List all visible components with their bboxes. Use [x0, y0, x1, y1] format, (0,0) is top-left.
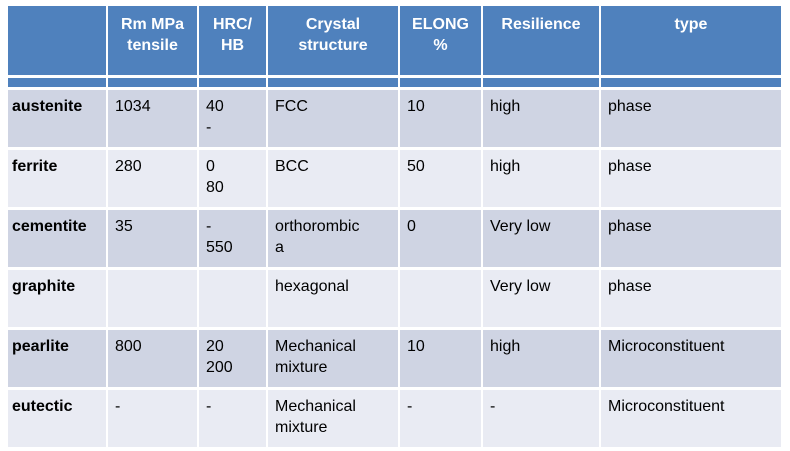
- cell-elong: [400, 270, 481, 327]
- row-header: cementite: [8, 210, 106, 267]
- cell-crystal: BCC: [268, 150, 398, 207]
- header-spacer-cell: [108, 78, 197, 87]
- row-header: pearlite: [8, 330, 106, 387]
- cell-resilience: high: [483, 90, 599, 147]
- header-spacer-cell: [483, 78, 599, 87]
- cell-rm: 1034: [108, 90, 197, 147]
- row-header: austenite: [8, 90, 106, 147]
- cell-elong: -: [400, 390, 481, 447]
- cell-crystal: Mechanical mixture: [268, 390, 398, 447]
- cell-hrc: 40 -: [199, 90, 266, 147]
- cell-type: phase: [601, 150, 781, 207]
- cell-resilience: Very low: [483, 270, 599, 327]
- cell-type: phase: [601, 270, 781, 327]
- cell-type: Microconstituent: [601, 390, 781, 447]
- cell-resilience: -: [483, 390, 599, 447]
- header-spacer-cell: [601, 78, 781, 87]
- header-hrc-hb: HRC/ HB: [199, 6, 266, 75]
- cell-crystal: hexagonal: [268, 270, 398, 327]
- cell-elong: 10: [400, 90, 481, 147]
- cell-elong: 50: [400, 150, 481, 207]
- cell-hrc: 20 200: [199, 330, 266, 387]
- cell-hrc: [199, 270, 266, 327]
- cell-crystal: orthorombic a: [268, 210, 398, 267]
- header-type: type: [601, 6, 781, 75]
- header-spacer-cell: [199, 78, 266, 87]
- material-properties-table: Rm MPa tensile HRC/ HB Crystal structure…: [6, 3, 783, 450]
- cell-hrc: 0 80: [199, 150, 266, 207]
- header-crystal-structure: Crystal structure: [268, 6, 398, 75]
- header-spacer-cell: [268, 78, 398, 87]
- table-row-eutectic: eutectic - - Mechanical mixture - - Micr…: [8, 390, 781, 447]
- row-header: eutectic: [8, 390, 106, 447]
- table-row-cementite: cementite 35 - 550 orthorombic a 0 Very …: [8, 210, 781, 267]
- header-rm-mpa-tensile: Rm MPa tensile: [108, 6, 197, 75]
- cell-hrc: -: [199, 390, 266, 447]
- cell-crystal: Mechanical mixture: [268, 330, 398, 387]
- header-corner: [8, 6, 106, 75]
- header-resilience: Resilience: [483, 6, 599, 75]
- table-row-austenite: austenite 1034 40 - FCC 10 high phase: [8, 90, 781, 147]
- row-header: ferrite: [8, 150, 106, 207]
- header-spacer-cell: [8, 78, 106, 87]
- cell-rm: 800: [108, 330, 197, 387]
- table-row-ferrite: ferrite 280 0 80 BCC 50 high phase: [8, 150, 781, 207]
- cell-type: phase: [601, 210, 781, 267]
- cell-type: phase: [601, 90, 781, 147]
- cell-rm: [108, 270, 197, 327]
- cell-type: Microconstituent: [601, 330, 781, 387]
- cell-rm: -: [108, 390, 197, 447]
- table-row-graphite: graphite hexagonal Very low phase: [8, 270, 781, 327]
- cell-rm: 280: [108, 150, 197, 207]
- cell-resilience: Very low: [483, 210, 599, 267]
- header-spacer-row: [8, 78, 781, 87]
- table-row-pearlite: pearlite 800 20 200 Mechanical mixture 1…: [8, 330, 781, 387]
- cell-resilience: high: [483, 330, 599, 387]
- header-row: Rm MPa tensile HRC/ HB Crystal structure…: [8, 6, 781, 75]
- cell-hrc: - 550: [199, 210, 266, 267]
- cell-resilience: high: [483, 150, 599, 207]
- cell-elong: 0: [400, 210, 481, 267]
- row-header: graphite: [8, 270, 106, 327]
- header-elong: ELONG %: [400, 6, 481, 75]
- cell-elong: 10: [400, 330, 481, 387]
- cell-crystal: FCC: [268, 90, 398, 147]
- header-spacer-cell: [400, 78, 481, 87]
- cell-rm: 35: [108, 210, 197, 267]
